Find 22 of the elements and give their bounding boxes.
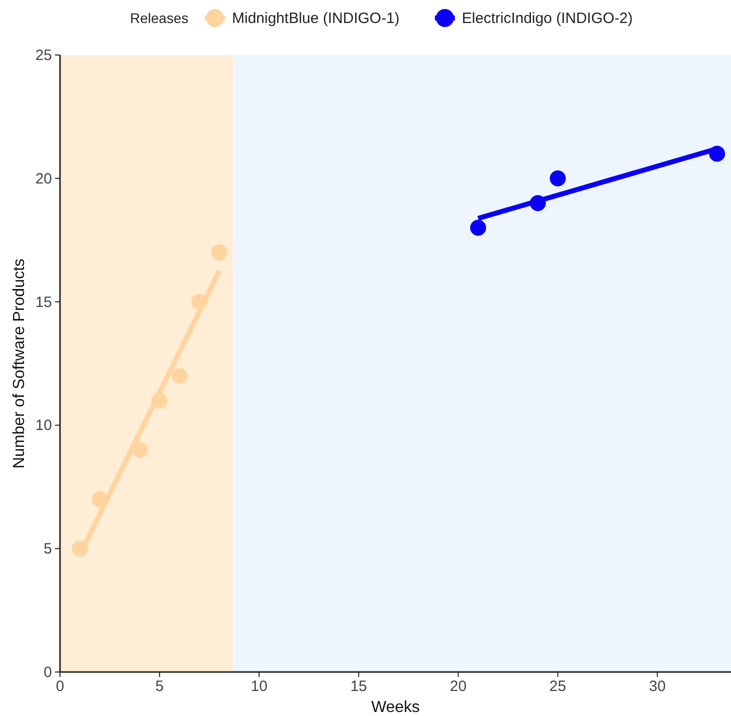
legend-title: Releases	[130, 10, 188, 26]
x-tick-label: 0	[56, 678, 64, 695]
y-tick-label: 20	[35, 170, 52, 188]
x-tick-label: 20	[450, 678, 467, 695]
y-axis-title: Number of Software Products	[11, 258, 28, 468]
point	[171, 368, 188, 384]
y-tick-label: 15	[35, 294, 52, 311]
y-tick-label: 0	[44, 664, 52, 681]
point	[211, 244, 228, 260]
y-tick-label: 10	[35, 417, 52, 434]
y-tick-label: 25	[35, 47, 52, 64]
x-tick-label: 30	[648, 678, 666, 695]
y-tick-label: 5	[44, 540, 52, 558]
x-tick-label: 10	[250, 678, 268, 695]
x-tick-label: 5	[155, 678, 164, 695]
legend-label: ElectricIndigo (INDIGO-2)	[462, 10, 633, 27]
x-tick-label: 25	[549, 678, 566, 695]
point	[550, 170, 566, 186]
x-tick-label: 15	[350, 678, 368, 695]
x-axis-title: Weeks	[371, 699, 420, 716]
legend-label: MidnightBlue (INDIGO-1)	[232, 10, 400, 27]
point	[470, 220, 486, 236]
